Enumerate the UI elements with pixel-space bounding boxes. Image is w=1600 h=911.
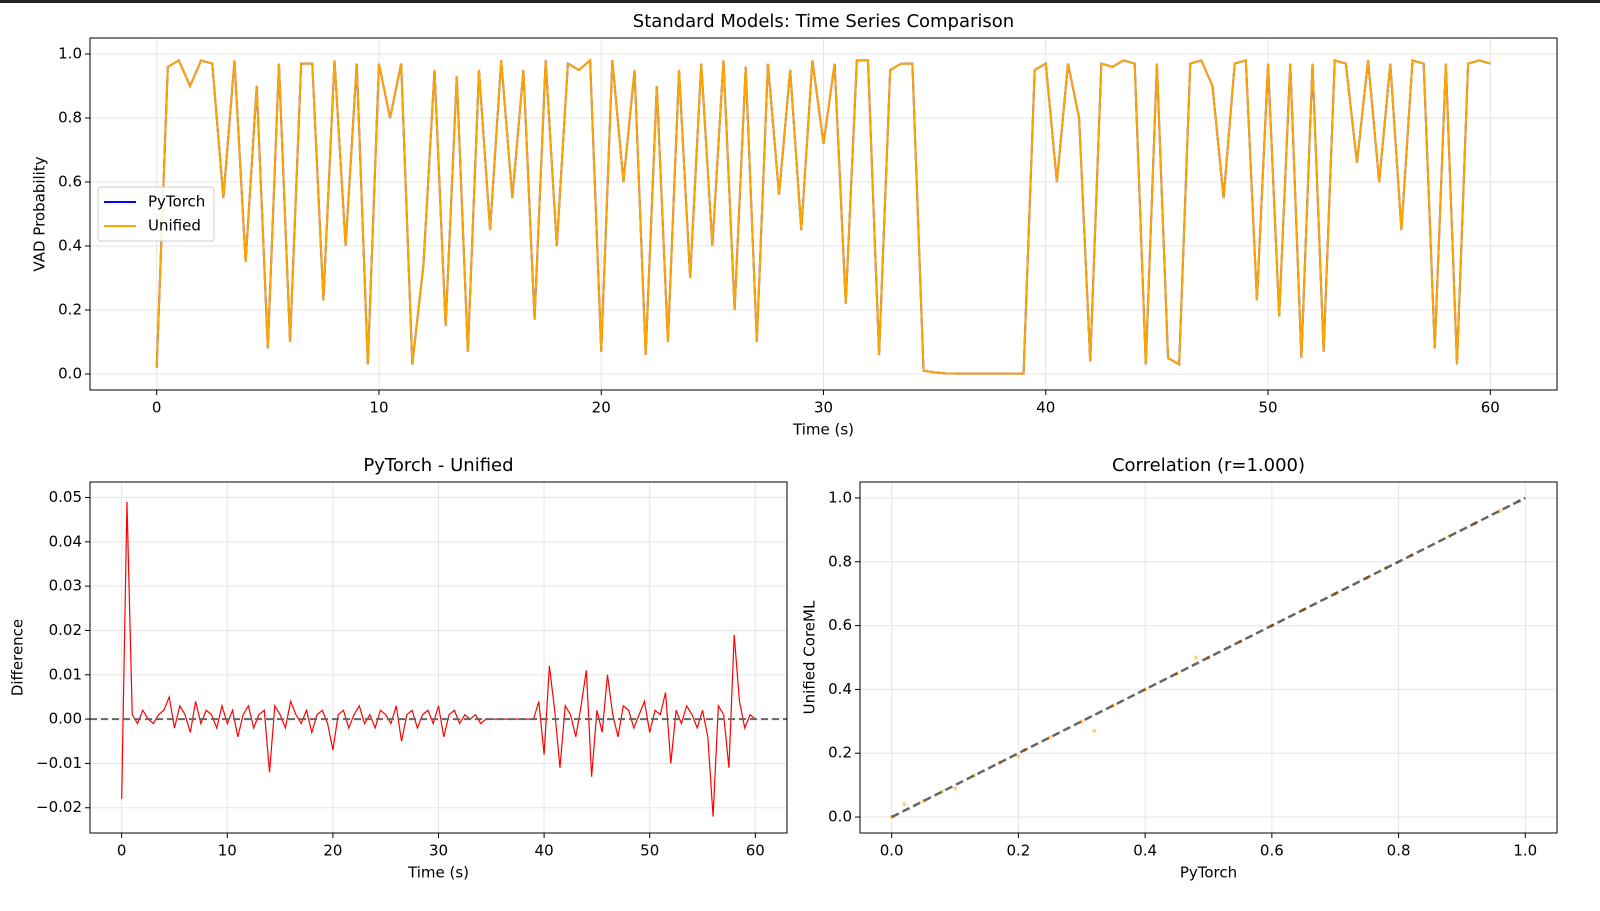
y-tick-label: 0.6 [828,616,852,634]
y-tick-label: 0.0 [58,365,82,383]
data-line [121,501,756,817]
x-axis-label: PyTorch [1180,864,1237,882]
x-tick-label: 10 [369,399,388,417]
y-tick-label: 0.2 [58,301,82,319]
scatter-point [953,786,958,791]
x-axis-label: Time (s) [407,864,469,882]
y-tick-label: 0.4 [828,680,852,698]
x-tick-label: 0.2 [1006,842,1030,860]
plot-area [889,496,1526,820]
x-tick-label: 0.6 [1260,842,1284,860]
y-tick-label: 0.0 [828,808,852,826]
y-tick-label: 0.04 [49,532,82,550]
axes-frame [89,37,1558,391]
x-tick-label: 1.0 [1513,842,1537,860]
y-tick-label: 0.02 [49,621,82,639]
data-line [155,58,1491,375]
y-tick-label: 0.4 [58,237,82,255]
x-tick-label: 50 [1258,399,1277,417]
scatter-point [1016,754,1021,759]
x-tick-label: 40 [535,842,554,860]
y-tick-label: 0.8 [58,109,82,127]
y-tick-label: 0.6 [58,173,82,191]
y-tick-label: 1.0 [828,488,852,506]
x-tick-label: 60 [746,842,765,860]
scatter-point [1092,728,1097,733]
x-tick-label: 10 [218,842,237,860]
y-tick-label: 0.05 [49,488,82,506]
x-axis-label: Time (s) [792,421,854,439]
y-tick-label: 1.0 [58,45,82,63]
window-edge [0,0,1600,3]
x-tick-label: 0 [117,842,127,860]
x-tick-label: 0.0 [880,842,904,860]
plot-area [155,58,1491,375]
reference-line [891,496,1526,819]
y-tick-label: −0.01 [36,754,82,772]
y-tick-label: −0.02 [36,798,82,816]
chart-title: Standard Models: Time Series Comparison [633,11,1014,32]
chart-title: PyTorch - Unified [363,455,513,476]
y-tick-label: 0.2 [828,744,852,762]
y-axis-label: Difference [9,619,27,696]
x-tick-label: 60 [1481,399,1500,417]
axes-frame [859,481,1558,834]
legend-box [97,186,215,242]
x-tick-label: 20 [323,842,342,860]
x-tick-label: 50 [640,842,659,860]
scatter-point [902,802,907,807]
y-axis-label: Unified CoreML [801,600,819,714]
scatter-point [1193,655,1198,660]
axes-frame [89,481,788,834]
x-tick-label: 30 [429,842,448,860]
y-tick-label: 0.03 [49,577,82,595]
x-tick-label: 0 [152,399,162,417]
legend-label: Unified [148,217,201,235]
chart-title: Correlation (r=1.000) [1112,455,1305,476]
x-tick-label: 30 [814,399,833,417]
x-tick-label: 40 [1036,399,1055,417]
scatter-point [1048,735,1053,740]
y-tick-label: 0.01 [49,665,82,683]
y-tick-label: 0.8 [828,552,852,570]
y-tick-label: 0.00 [49,710,82,728]
x-tick-label: 0.4 [1133,842,1157,860]
x-tick-label: 20 [592,399,611,417]
plot-area [90,501,787,817]
legend-label: PyTorch [148,193,205,211]
x-tick-label: 0.8 [1387,842,1411,860]
y-axis-label: VAD Probability [31,156,49,271]
